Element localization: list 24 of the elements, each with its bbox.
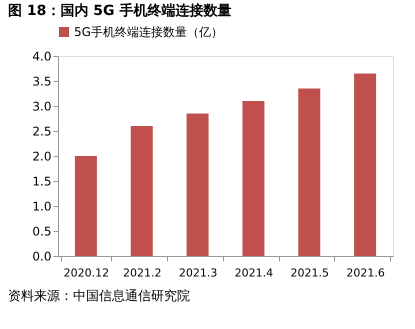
x-tick-label: 2021.5	[290, 266, 329, 280]
bar	[74, 156, 97, 256]
bar	[298, 88, 320, 256]
x-tick-label: 2021.2	[123, 266, 162, 280]
y-tick-label: 4.0	[32, 50, 52, 64]
y-tick-label: 2.0	[32, 150, 52, 164]
y-tick-label: 0.0	[32, 250, 52, 264]
y-tick-label: 3.5	[32, 74, 52, 88]
y-tick-label: 1.5	[32, 174, 52, 188]
text: 资料来源：中国信息通信研究院	[8, 289, 190, 304]
y-tick-label: 3.0	[32, 100, 52, 114]
x-tick-label: 2021.6	[346, 266, 385, 280]
x-tick-label: 2020.12	[64, 266, 110, 280]
bar	[186, 114, 209, 256]
chart-title: 图 18：国内 5G 手机终端连接数量	[8, 2, 232, 19]
bar	[354, 74, 376, 256]
legend-label: 5G手机终端连接数量（亿）	[74, 25, 223, 39]
bar	[242, 101, 264, 256]
bar	[130, 126, 153, 256]
x-tick-label: 2021.4	[234, 266, 274, 280]
y-tick-label: 0.5	[32, 224, 52, 238]
y-tick-label: 2.5	[32, 124, 52, 138]
x-tick-label: 2021.3	[178, 266, 218, 280]
y-tick-label: 1.0	[32, 200, 52, 214]
